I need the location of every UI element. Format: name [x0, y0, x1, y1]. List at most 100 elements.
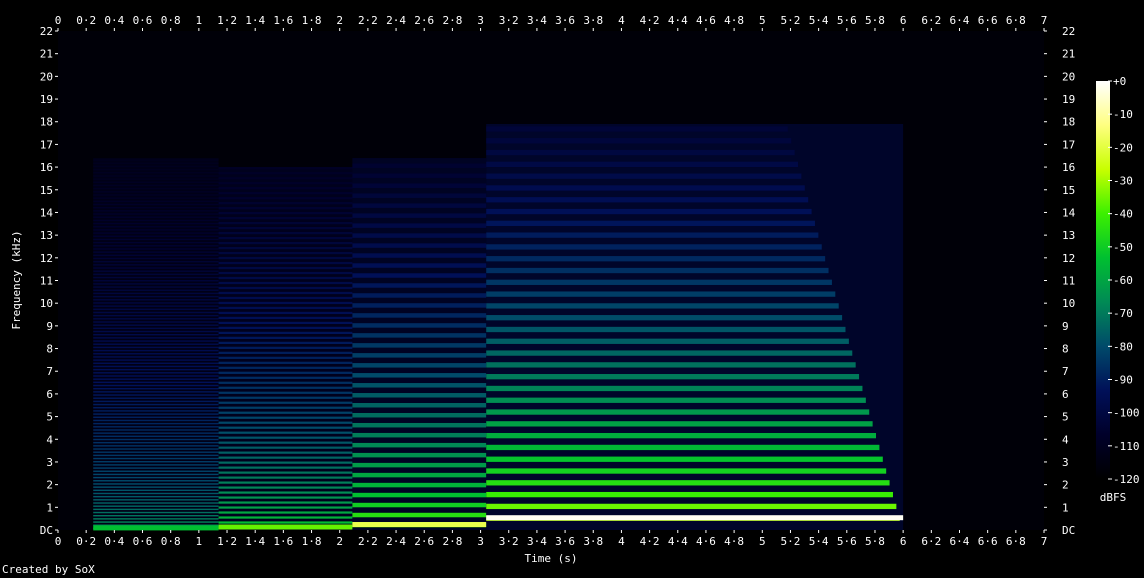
x-tick-label: 3: [477, 535, 484, 548]
harmonic-band: [93, 280, 219, 282]
y-tick-label: 9: [46, 320, 53, 333]
harmonic-band: [218, 426, 353, 429]
harmonic-band: [352, 193, 487, 198]
harmonic-band: [218, 471, 353, 474]
harmonic-band: [352, 452, 487, 458]
harmonic-band: [218, 381, 353, 384]
harmonic-band: [352, 253, 487, 258]
harmonic-band: [352, 472, 487, 478]
harmonic-band: [352, 313, 487, 318]
colorbar-tick-label: -50: [1113, 241, 1133, 254]
harmonic-band: [93, 187, 219, 190]
harmonic-band: [218, 506, 353, 509]
y-tick-label: 18: [1062, 116, 1075, 129]
x-tick-label: 4: [618, 14, 625, 27]
harmonic-band: [352, 213, 487, 218]
harmonic-band: [218, 246, 353, 250]
x-tick-label: 0: [55, 14, 62, 27]
x-tick-label: 4: [618, 535, 625, 548]
harmonic-band: [93, 283, 219, 285]
harmonic-band: [352, 323, 487, 328]
x-tick-label: 3·2: [499, 535, 519, 548]
harmonic-band: [352, 273, 487, 278]
harmonic-band: [93, 384, 219, 387]
y-tick-label: 16: [40, 161, 53, 174]
harmonic-band: [218, 516, 353, 519]
harmonic-band: [486, 409, 870, 415]
x-tick-label: 5·8: [865, 535, 885, 548]
harmonic-band: [218, 431, 353, 434]
harmonic-band: [486, 279, 832, 285]
harmonic-band: [93, 365, 219, 368]
harmonic-band: [486, 444, 880, 451]
y-tick-label: 12: [1062, 252, 1075, 265]
colorbar-tick-label: -80: [1113, 340, 1133, 353]
x-tick-label: 2·8: [442, 14, 462, 27]
harmonic-band: [218, 331, 353, 335]
harmonic-band: [352, 303, 487, 308]
harmonic-band: [352, 263, 487, 268]
harmonic-band: [218, 446, 353, 449]
x-tick-label: 5·2: [781, 14, 801, 27]
x-tick-label: 0: [55, 535, 62, 548]
x-tick-label: 6·8: [1006, 535, 1026, 548]
harmonic-band: [93, 302, 219, 304]
y-tick-label: 7: [1062, 365, 1069, 378]
x-tick-label: 3·6: [555, 14, 575, 27]
harmonic-band: [93, 378, 219, 380]
harmonic-band: [218, 481, 353, 484]
y-tick-label: 8: [46, 343, 53, 356]
harmonic-band: [486, 491, 893, 498]
harmonic-band: [486, 432, 877, 439]
harmonic-band: [352, 363, 487, 368]
harmonic-band: [93, 337, 219, 339]
harmonic-band: [93, 340, 219, 342]
y-tick-label: 19: [40, 93, 53, 106]
x-tick-label: 2·2: [358, 535, 378, 548]
harmonic-band: [93, 483, 219, 485]
y-tick-label: 7: [46, 365, 53, 378]
harmonic-band: [93, 289, 219, 291]
x-tick-label: 3·8: [583, 14, 603, 27]
harmonic-band: [93, 387, 219, 390]
harmonic-band: [93, 495, 219, 498]
harmonic-band: [486, 208, 812, 215]
harmonic-band: [218, 496, 353, 499]
harmonic-band: [218, 187, 353, 190]
colorbar-tick-label: -110: [1113, 440, 1140, 453]
harmonic-band: [218, 167, 353, 170]
harmonic-band: [93, 448, 219, 450]
x-tick-label: 6: [900, 14, 907, 27]
segment-2: [218, 167, 353, 530]
colorbar-tick-label: -70: [1113, 307, 1133, 320]
harmonic-band: [486, 220, 815, 226]
harmonic-band: [93, 165, 219, 168]
harmonic-band: [218, 406, 353, 409]
x-tick-label: 1·4: [245, 535, 265, 548]
harmonic-band: [352, 442, 487, 448]
harmonic-band: [93, 346, 219, 349]
y-tick-label: 21: [40, 48, 53, 61]
colorbar-label: dBFS: [1100, 491, 1127, 504]
harmonic-band: [218, 271, 353, 275]
harmonic-band: [352, 333, 487, 338]
x-tick-label: 2: [336, 14, 343, 27]
x-tick-label: 4·8: [724, 14, 744, 27]
harmonic-band: [93, 349, 219, 352]
x-tick-label: 3·4: [527, 14, 547, 27]
y-tick-label: 3: [1062, 456, 1069, 469]
harmonic-band: [93, 257, 219, 260]
y-tick-label: 17: [40, 138, 53, 151]
x-tick-label: 2·2: [358, 14, 378, 27]
harmonic-band: [218, 341, 353, 344]
harmonic-band: [93, 499, 219, 501]
harmonic-band: [218, 376, 353, 379]
x-tick-label: 3: [477, 14, 484, 27]
harmonic-band: [93, 454, 219, 457]
harmonic-band: [93, 486, 219, 488]
harmonic-band: [352, 233, 487, 238]
harmonic-band: [93, 267, 219, 269]
harmonic-band: [218, 221, 353, 225]
colorbar-tick-label: -30: [1113, 175, 1133, 188]
harmonic-band: [218, 306, 353, 310]
